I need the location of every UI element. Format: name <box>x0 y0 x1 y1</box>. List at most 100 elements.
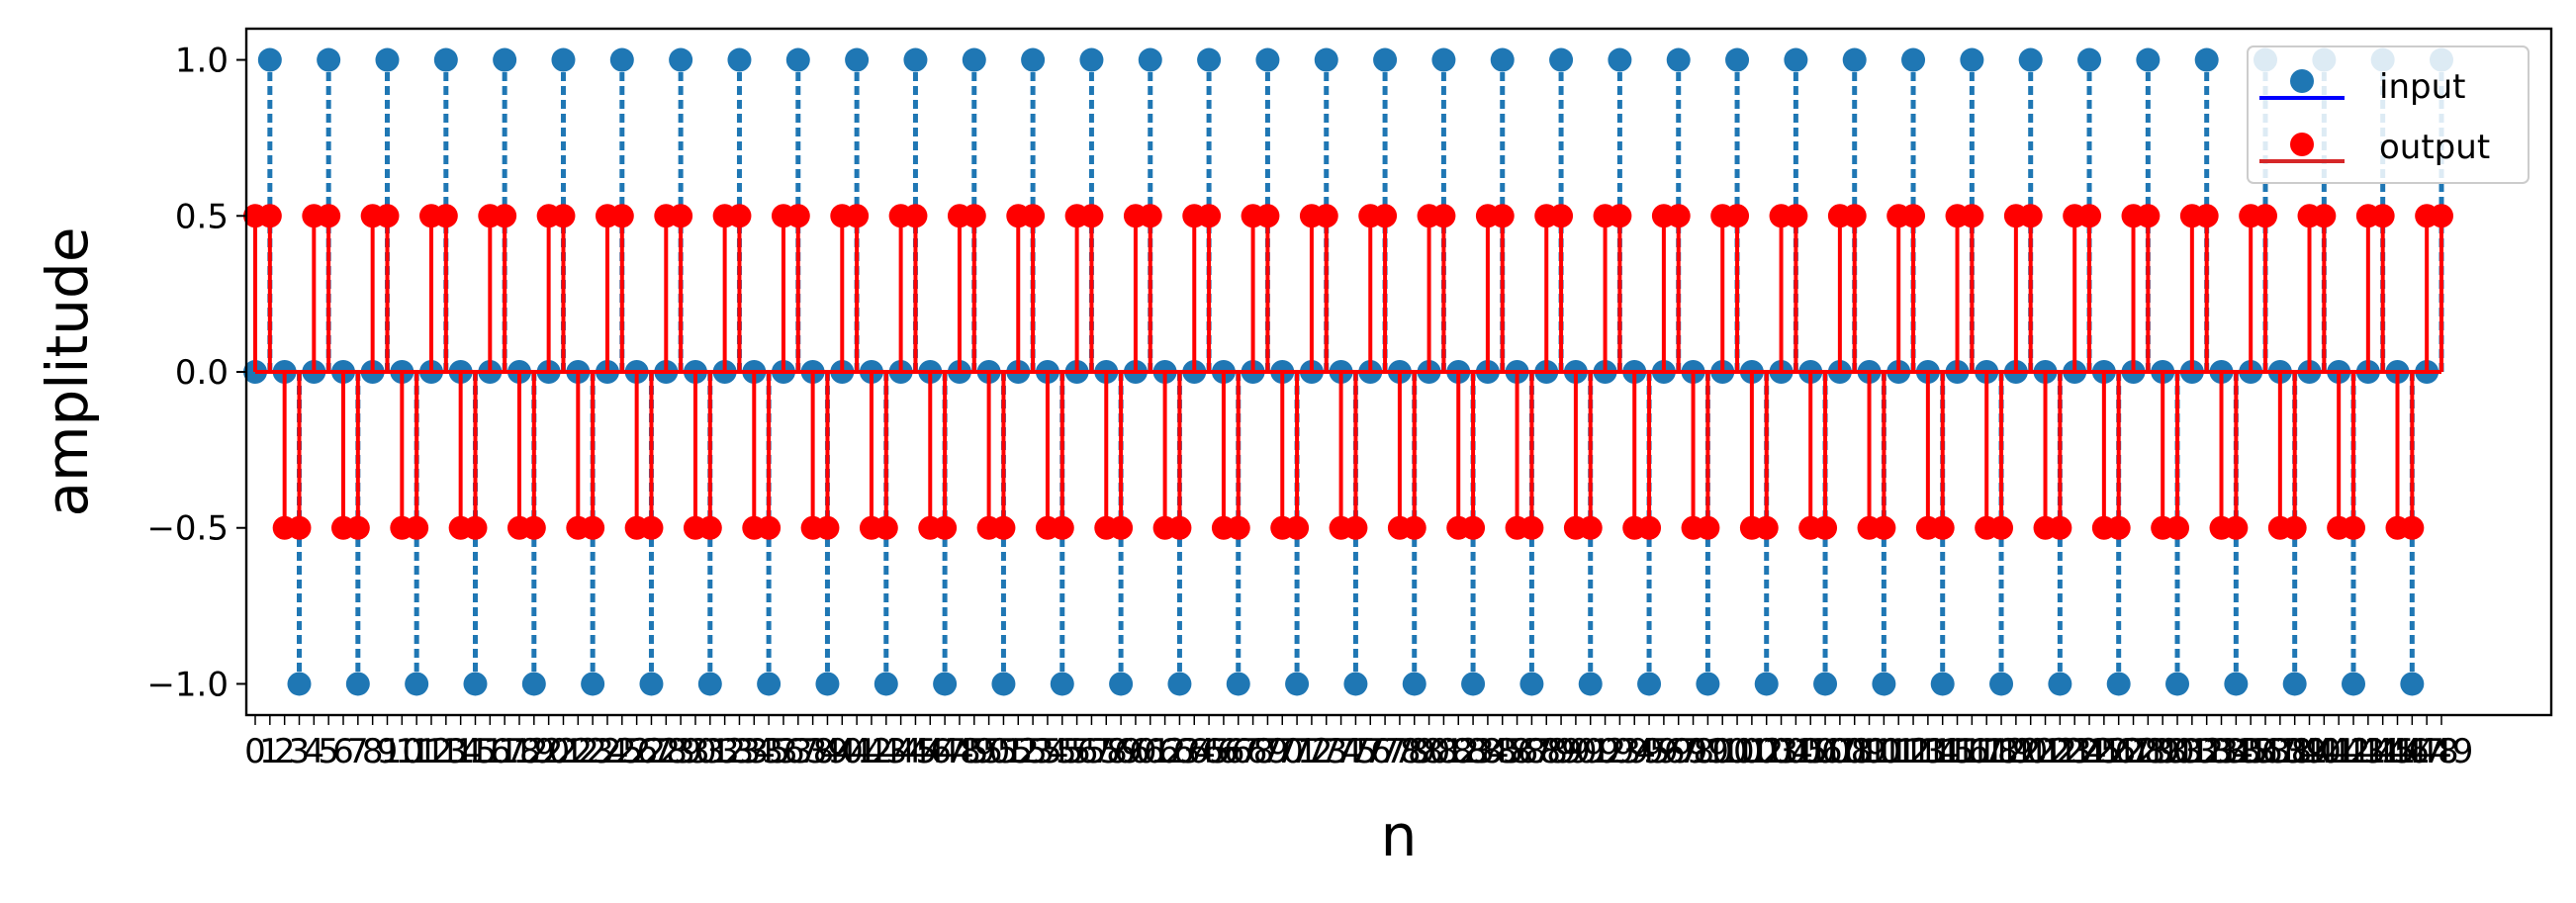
input-marker <box>1842 47 1867 72</box>
output-marker <box>1490 204 1515 228</box>
input-marker <box>2048 672 2072 696</box>
x-tick-label: 58 <box>1085 732 1128 771</box>
output-marker <box>581 515 605 540</box>
x-tick-label: 47 <box>923 732 966 771</box>
output-marker <box>405 515 429 540</box>
input-marker <box>1872 672 1896 696</box>
x-tick-label: 17 <box>484 732 526 771</box>
x-tick-label: 136 <box>2219 732 2283 771</box>
output-marker <box>1314 204 1338 228</box>
legend: input output <box>2247 45 2530 184</box>
output-marker <box>2282 515 2307 540</box>
input-marker <box>609 47 634 72</box>
x-tick-label: 52 <box>997 732 1040 771</box>
x-tick-label: 74 <box>1320 732 1362 771</box>
input-marker <box>1021 47 1046 72</box>
output-marker <box>1549 204 1574 228</box>
x-tick-label: 108 <box>1807 732 1872 771</box>
x-tick-label: 140 <box>2277 732 2342 771</box>
output-marker <box>1960 204 1984 228</box>
input-marker <box>1109 672 1134 696</box>
input-marker <box>1197 47 1222 72</box>
x-tick-label: 115 <box>1910 732 1975 771</box>
x-tick-label: 117 <box>1940 732 2004 771</box>
x-tick-label: 109 <box>1822 732 1886 771</box>
x-tick-label: 90 <box>1554 732 1597 771</box>
output-marker <box>433 204 458 228</box>
input-marker <box>463 672 488 696</box>
output-marker <box>1784 204 1808 228</box>
y-tick-label: 0.5 <box>175 197 229 236</box>
output-marker <box>1255 204 1280 228</box>
input-marker <box>1314 47 1338 72</box>
input-marker <box>1637 672 1662 696</box>
output-marker <box>2342 515 2366 540</box>
x-tick-label: 144 <box>2336 732 2400 771</box>
input-marker <box>257 47 282 72</box>
x-tick-label: 135 <box>2204 732 2268 771</box>
x-tick-label: 2 <box>274 732 296 771</box>
output-marker <box>962 204 986 228</box>
input-marker <box>521 672 546 696</box>
x-tick-label: 16 <box>469 732 511 771</box>
output-marker <box>551 204 576 228</box>
x-tick-label: 11 <box>396 732 438 771</box>
input-marker <box>493 47 517 72</box>
output-marker <box>375 204 400 228</box>
x-tick-label: 123 <box>2028 732 2092 771</box>
legend-output-label: output <box>2379 128 2490 167</box>
output-marker <box>845 204 870 228</box>
x-tick-label: 36 <box>762 732 804 771</box>
input-marker <box>1608 47 1632 72</box>
output-marker <box>1138 204 1162 228</box>
output-marker <box>1696 515 1720 540</box>
x-tick-label: 9 <box>377 732 399 771</box>
x-tick-label: 12 <box>410 732 452 771</box>
x-tick-label: 33 <box>718 732 761 771</box>
output-marker <box>345 515 370 540</box>
x-tick-label: 114 <box>1895 732 1960 771</box>
input-marker <box>1784 47 1808 72</box>
input-marker <box>345 672 370 696</box>
x-tick-label: 56 <box>1056 732 1098 771</box>
x-tick-label: 107 <box>1794 732 1858 771</box>
x-tick-label: 128 <box>2101 732 2165 771</box>
input-marker <box>757 672 782 696</box>
x-tick-label: 25 <box>600 732 643 771</box>
output-marker <box>991 515 1016 540</box>
output-marker <box>1725 204 1750 228</box>
input-marker <box>815 672 840 696</box>
output-marker <box>2194 204 2219 228</box>
input-marker <box>1960 47 1984 72</box>
x-tick-label: 97 <box>1657 732 1700 771</box>
x-tick-label: 30 <box>674 732 716 771</box>
output-marker <box>1872 515 1896 540</box>
input-marker <box>317 47 341 72</box>
input-marker <box>727 47 752 72</box>
x-tick-label: 129 <box>2116 732 2180 771</box>
x-tick-label: 0 <box>244 732 266 771</box>
output-marker <box>1989 515 2014 540</box>
output-marker <box>697 515 722 540</box>
x-tick-label: 88 <box>1525 732 1568 771</box>
output-marker <box>2400 515 2425 540</box>
x-tick-label: 53 <box>1011 732 1054 771</box>
x-tick-label: 120 <box>1983 732 2048 771</box>
x-tick-label: 113 <box>1882 732 1946 771</box>
x-tick-label: 99 <box>1687 732 1729 771</box>
output-marker <box>463 515 488 540</box>
input-marker <box>1989 672 2014 696</box>
input-marker <box>1666 47 1691 72</box>
x-tick-label: 79 <box>1393 732 1435 771</box>
x-tick-label: 4 <box>304 732 325 771</box>
input-marker <box>433 47 458 72</box>
x-tick-label: 119 <box>1970 732 2034 771</box>
x-tick-label: 134 <box>2189 732 2254 771</box>
x-tick-label: 110 <box>1837 732 1901 771</box>
input-marker <box>669 47 693 72</box>
x-tick-label: 142 <box>2307 732 2371 771</box>
output-marker <box>669 204 693 228</box>
x-tick-label: 149 <box>2410 732 2474 771</box>
input-marker <box>1226 672 1250 696</box>
output-marker <box>815 515 840 540</box>
